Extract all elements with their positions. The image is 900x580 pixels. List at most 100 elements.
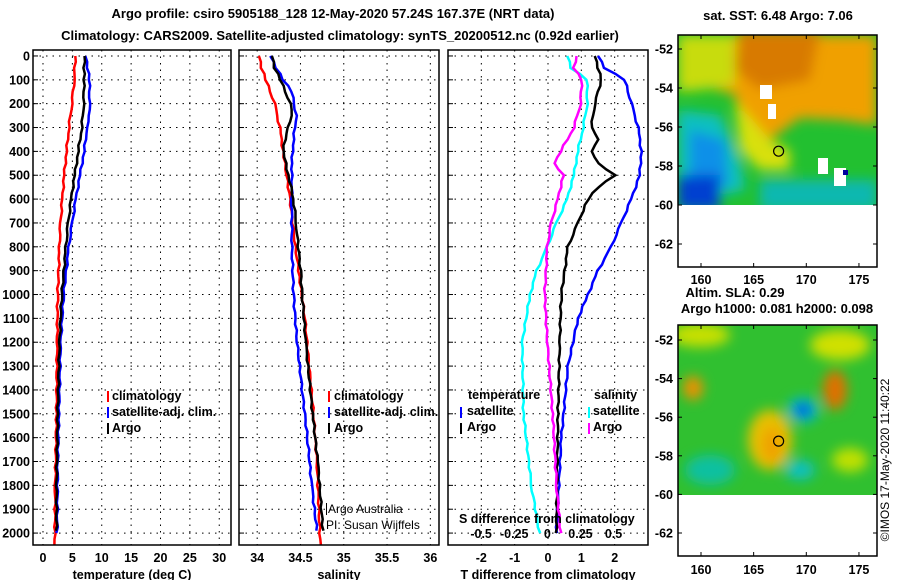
legend-label-s-satellite: satellite — [593, 404, 640, 418]
x-tick-label: 35 — [337, 551, 351, 565]
depth-tick-label: 1700 — [2, 455, 30, 469]
credit-marker — [326, 503, 327, 515]
lon-tick-label: 170 — [796, 563, 817, 577]
x-tick-label: 34.5 — [288, 551, 312, 565]
s-diff-tick-label: -0.5 — [470, 527, 492, 541]
series-line-temperature-satellite — [554, 55, 644, 534]
legend-label-argo: Argo — [334, 421, 364, 435]
difference-legend: temperature salinity satellite Argo sate… — [459, 388, 640, 526]
s-difference-axis-label: S difference from climatology — [459, 512, 635, 526]
series-line-salinity-argo — [542, 55, 584, 534]
lat-tick-label: -58 — [655, 449, 673, 463]
lat-tick-label: -56 — [655, 411, 673, 425]
sla-map-title: Altim. SLA: 0.29 — [686, 285, 785, 300]
sla-map-axes: 160 165 170 175 -52 -54 -56 -58 -60 -62 — [655, 325, 877, 577]
depth-tick-label: 200 — [9, 97, 30, 111]
series-line-argo — [270, 55, 325, 532]
copyright-timestamp: ©IMOS 17-May-2020 11:40:22 — [878, 378, 892, 541]
x-tick-label: 30 — [212, 551, 226, 565]
depth-tick-label: 100 — [9, 73, 30, 87]
x-tick-label: 36 — [423, 551, 437, 565]
legend-label-satellite: satellite-adj. clim. — [334, 405, 438, 419]
depth-tick-label: 900 — [9, 264, 30, 278]
argo-location-marker — [773, 435, 785, 447]
depth-tick-label: 0 — [23, 49, 30, 63]
temperature-axes-frame — [32, 49, 232, 546]
salinity-axes-frame — [238, 49, 440, 546]
depth-tick-label: 1000 — [2, 288, 30, 302]
credit-argo-australia: Argo Australia — [328, 502, 403, 516]
legend-swatch-t-argo — [460, 423, 462, 434]
salinity-panel: 34 34.5 35 35.5 36 salinity — [238, 49, 440, 580]
lat-tick-label: -62 — [655, 527, 673, 541]
depth-tick-label: 500 — [9, 169, 30, 183]
depth-tick-label: 300 — [9, 121, 30, 135]
depth-tick-label: 700 — [9, 216, 30, 230]
series-line-salinity-satellite — [520, 55, 590, 534]
legend-swatch-climatology — [107, 391, 109, 402]
depth-tick-label: 1300 — [2, 360, 30, 374]
depth-tick-label: 1100 — [3, 312, 30, 326]
lat-tick-label: -62 — [655, 238, 673, 252]
lon-tick-label: 165 — [743, 273, 764, 287]
depth-tick-label: 1500 — [2, 407, 30, 421]
lat-tick-label: -60 — [655, 199, 673, 213]
lat-tick-label: -54 — [655, 372, 673, 386]
legend-title-salinity: salinity — [594, 388, 637, 402]
lat-tick-label: -54 — [655, 82, 673, 96]
title-line-2: Climatology: CARS2009. Satellite-adjuste… — [61, 28, 619, 43]
credit-pi: PI: Susan Wijffels — [326, 518, 420, 532]
sla-map-frame — [677, 324, 878, 557]
s-diff-tick-label: -0.25 — [500, 527, 529, 541]
legend-swatch-satellite — [328, 407, 330, 418]
sla-map-subtitle: Argo h1000: 0.081 h2000: 0.098 — [681, 301, 873, 316]
difference-axes-frame — [447, 49, 649, 546]
sst-map-frame — [677, 34, 878, 268]
legend-swatch-t-satellite — [460, 407, 462, 418]
depth-tick-label: 2000 — [2, 527, 30, 541]
lat-tick-label: -58 — [655, 160, 673, 174]
x-tick-label: 10 — [95, 551, 109, 565]
x-axis-label: T difference from climatology — [460, 568, 635, 580]
salinity-legend: climatology satellite-adj. clim. Argo Ar… — [326, 389, 438, 532]
depth-tick-label: 600 — [9, 193, 30, 207]
legend-label-t-argo: Argo — [467, 420, 497, 434]
s-diff-tick-label: 0.5 — [605, 527, 622, 541]
x-tick-label: 2 — [611, 551, 618, 565]
legend-label-s-argo: Argo — [593, 420, 623, 434]
depth-tick-label: 1900 — [2, 503, 30, 517]
lon-tick-label: 160 — [691, 273, 712, 287]
legend-label-satellite: satellite-adj. clim. — [112, 405, 216, 419]
argo-location-marker — [773, 145, 785, 157]
x-tick-label: 34 — [250, 551, 264, 565]
legend-swatch-s-satellite — [588, 407, 590, 418]
x-tick-label: -1 — [509, 551, 520, 565]
s-diff-tick-label: 0 — [544, 527, 551, 541]
x-tick-label: 0 — [545, 551, 552, 565]
depth-tick-label: 800 — [9, 240, 30, 254]
sst-map-image — [678, 35, 877, 205]
depth-tick-label: 1600 — [2, 431, 30, 445]
x-tick-label: 20 — [154, 551, 168, 565]
lat-tick-label: -52 — [655, 334, 673, 348]
x-axis-label: salinity — [317, 568, 360, 580]
lon-tick-label: 170 — [796, 273, 817, 287]
lat-tick-label: -56 — [655, 121, 673, 135]
series-line-satellite-adj-clim- — [269, 55, 319, 531]
legend-swatch-s-argo — [588, 423, 590, 434]
lat-tick-label: -60 — [655, 488, 673, 502]
legend-label-climatology: climatology — [334, 389, 404, 403]
series-line-climatology — [257, 55, 323, 546]
depth-tick-label: 1200 — [2, 336, 30, 350]
legend-label-argo: Argo — [112, 421, 142, 435]
x-axis-label: temperature (deg C) — [73, 568, 192, 580]
x-tick-label: 0 — [40, 551, 47, 565]
lon-tick-label: 160 — [691, 563, 712, 577]
x-tick-label: 25 — [183, 551, 197, 565]
depth-tick-label: 1800 — [2, 479, 30, 493]
depth-tick-label: 400 — [9, 145, 30, 159]
x-tick-label: 5 — [69, 551, 76, 565]
lon-tick-label: 175 — [849, 273, 870, 287]
depth-tick-label: 1400 — [2, 383, 30, 397]
